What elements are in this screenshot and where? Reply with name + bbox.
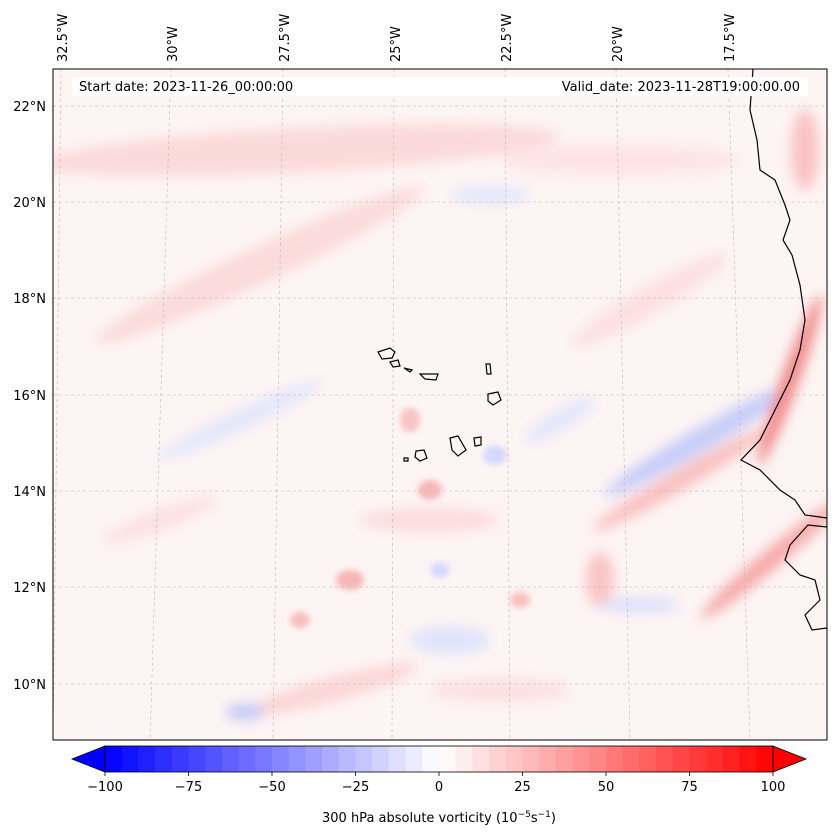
colorbar-cell: [155, 746, 173, 772]
lon-label: 22.5°W: [500, 14, 515, 62]
colorbar-cell: [305, 746, 323, 772]
colorbar-cell: [472, 746, 490, 772]
colorbar-cell: [656, 746, 674, 772]
colorbar-cell: [639, 746, 657, 772]
lat-label: 20°N: [13, 196, 46, 211]
colorbar-max-extend: [772, 745, 808, 773]
lon-label: 32.5°W: [56, 14, 71, 62]
colorbar-cells: [105, 746, 774, 772]
colorbar-cell: [355, 746, 373, 772]
colorbar-cell: [388, 746, 406, 772]
colorbar-min-extend: [70, 745, 106, 773]
colorbar-cell: [188, 746, 206, 772]
colorbar-tick-label: 75: [681, 780, 698, 795]
vorticity-detail: [290, 408, 530, 628]
lon-label: 17.5°W: [723, 14, 738, 62]
map-area: [53, 69, 827, 740]
colorbar-cell: [722, 746, 740, 772]
lon-label: 27.5°W: [278, 14, 293, 62]
lat-label: 14°N: [13, 485, 46, 500]
colorbar-ticks: −100 −75 −50 −25 0 25 50 75 100: [87, 772, 785, 795]
colorbar-cell: [522, 746, 540, 772]
colorbar-cell: [138, 746, 156, 772]
colorbar-cell: [489, 746, 507, 772]
colorbar-cell: [756, 746, 774, 772]
colorbar-cell: [205, 746, 223, 772]
valid-date-label: Valid_date: 2023-11-28T19:00:00.00: [562, 80, 800, 95]
colorbar-cell: [439, 746, 457, 772]
colorbar: −100 −75 −50 −25 0 25 50 75 100 300 hPa absolute…: [70, 745, 808, 826]
colorbar-cell: [672, 746, 690, 772]
lat-label: 16°N: [13, 389, 46, 404]
colorbar-cell: [288, 746, 306, 772]
colorbar-cell: [338, 746, 356, 772]
colorbar-cell: [689, 746, 707, 772]
colorbar-cell: [322, 746, 340, 772]
colorbar-tick-label: 100: [761, 780, 786, 795]
lon-label: 30°W: [166, 26, 181, 62]
colorbar-tick-label: −50: [258, 780, 285, 795]
longitude-labels: 32.5°W 30°W 27.5°W 25°W 22.5°W 20°W 17.5…: [56, 14, 738, 62]
colorbar-cell: [739, 746, 757, 772]
colorbar-label: 300 hPa absolute vorticity (10−5s−1): [322, 810, 556, 826]
lat-label: 22°N: [13, 100, 46, 115]
lat-label: 18°N: [13, 292, 46, 307]
colorbar-tick-label: −75: [175, 780, 202, 795]
lon-label: 20°W: [611, 26, 626, 62]
colorbar-cell: [606, 746, 624, 772]
colorbar-tick-label: 25: [514, 780, 531, 795]
colorbar-cell: [405, 746, 423, 772]
cape-verde-islands: [377, 347, 502, 462]
colorbar-cell: [505, 746, 523, 772]
colorbar-cell: [255, 746, 273, 772]
colorbar-cell: [706, 746, 724, 772]
colorbar-cell: [422, 746, 440, 772]
colorbar-cell: [372, 746, 390, 772]
colorbar-cell: [555, 746, 573, 772]
graticule: [53, 69, 827, 740]
colorbar-tick-label: −25: [342, 780, 369, 795]
colorbar-cell: [171, 746, 189, 772]
colorbar-cell: [589, 746, 607, 772]
colorbar-cell: [221, 746, 239, 772]
latitude-labels: 22°N 20°N 18°N 16°N 14°N 12°N 10°N: [13, 100, 46, 693]
colorbar-tick-label: −100: [87, 780, 123, 795]
colorbar-cell: [622, 746, 640, 772]
lon-label: 25°W: [389, 26, 404, 62]
colorbar-cell: [105, 746, 123, 772]
africa-coastline: [740, 69, 827, 631]
lat-label: 10°N: [13, 678, 46, 693]
lat-label: 12°N: [13, 581, 46, 596]
start-date-label: Start date: 2023-11-26_00:00:00: [79, 80, 293, 95]
colorbar-cell: [455, 746, 473, 772]
header-box: [72, 77, 808, 96]
colorbar-cell: [539, 746, 557, 772]
colorbar-cell: [238, 746, 256, 772]
colorbar-tick-label: 0: [435, 780, 443, 795]
map-frame: [52, 68, 828, 741]
colorbar-cell: [272, 746, 290, 772]
vorticity-field: [53, 110, 827, 720]
colorbar-cell: [121, 746, 139, 772]
colorbar-cell: [572, 746, 590, 772]
colorbar-tick-label: 50: [598, 780, 615, 795]
